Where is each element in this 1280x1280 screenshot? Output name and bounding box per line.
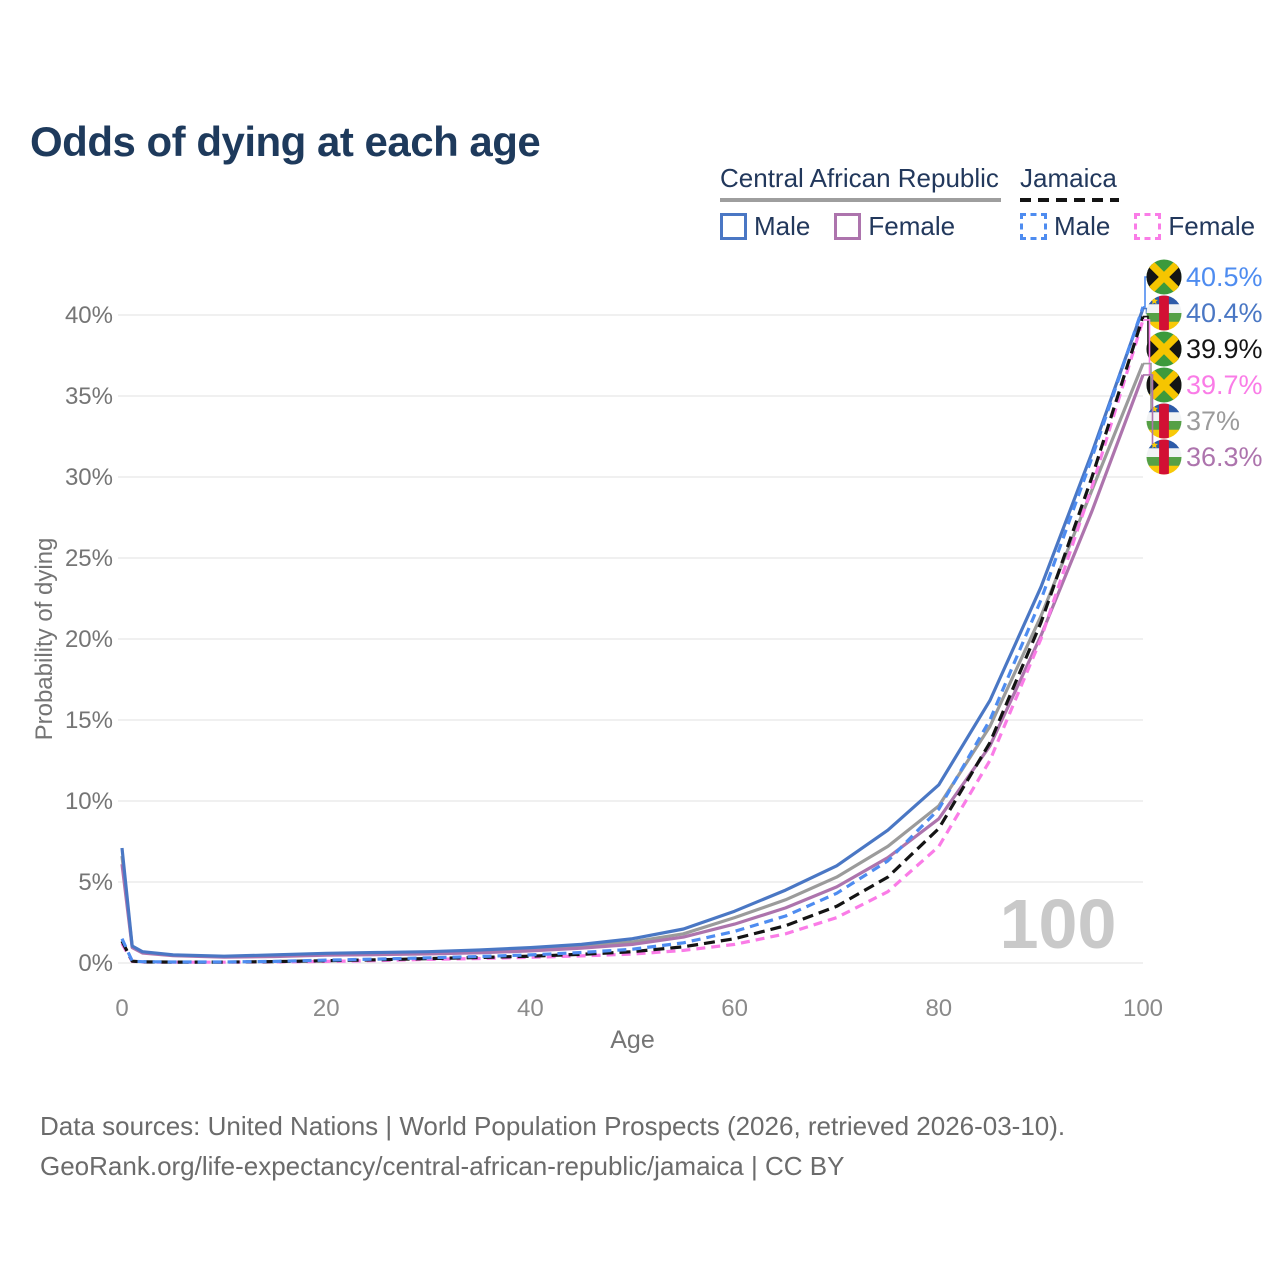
legend-item-label: Female: [868, 211, 956, 241]
y-tick-label: 30%: [65, 464, 113, 491]
end-label-row-jamaica-male: 40.5%: [1146, 259, 1263, 295]
y-tick-label: 10%: [65, 788, 113, 815]
y-tick-label: 35%: [65, 383, 113, 410]
x-tick-label: 40: [517, 995, 544, 1022]
car-male-swatch-icon: [720, 213, 747, 240]
legend-item-car-male[interactable]: Male: [720, 211, 810, 242]
end-label-row-central-african-republic-both: 37%: [1146, 403, 1240, 439]
footer-data-sources: Data sources: United Nations | World Pop…: [40, 1111, 1066, 1141]
legend-item-jamaica-male[interactable]: Male: [1020, 211, 1110, 242]
chart-watermark-age: 100: [1000, 885, 1117, 963]
x-tick-label: 60: [721, 995, 748, 1022]
y-tick-label: 15%: [65, 707, 113, 734]
car-female-swatch-icon: [834, 213, 862, 240]
x-tick-label: 0: [115, 995, 128, 1022]
series-line-central-african-republic-male: [120, 307, 1145, 958]
series-line-jamaica-female: [120, 319, 1145, 964]
end-label-row-jamaica-both: 39.9%: [1146, 331, 1263, 367]
end-label-value: 37%: [1186, 406, 1240, 436]
legend-item-car-female[interactable]: Female: [834, 211, 955, 242]
x-tick-label: 100: [1123, 995, 1163, 1022]
legend-group-title-jamaica: Jamaica: [1020, 163, 1117, 193]
end-label-value: 40.5%: [1186, 262, 1263, 292]
end-label-row-central-african-republic-female: 36.3%: [1146, 439, 1263, 475]
y-tick-label: 20%: [65, 626, 113, 653]
end-label-value: 40.4%: [1186, 298, 1263, 328]
end-label-row-central-african-republic-male: 40.4%: [1146, 295, 1263, 331]
legend-item-jamaica-female[interactable]: Female: [1134, 211, 1255, 242]
x-tick-label: 20: [313, 995, 340, 1022]
y-tick-label: 5%: [78, 869, 113, 896]
legend-item-label: Female: [1168, 211, 1256, 241]
legend-item-label: Male: [754, 211, 811, 241]
legend-underline-dashed: [1020, 198, 1119, 202]
series-line-jamaica-male: [120, 306, 1145, 964]
y-tick-label: 0%: [78, 950, 113, 977]
legend-item-label: Male: [1054, 211, 1111, 241]
page-title: Odds of dying at each age: [30, 118, 541, 166]
central-african-republic-flag-icon: [1146, 295, 1182, 331]
jamaica-female-swatch-icon: [1134, 213, 1162, 240]
series-line-central-african-republic-both: [120, 363, 1145, 959]
jamaica-flag-icon: [1146, 331, 1182, 367]
jamaica-male-swatch-icon: [1020, 213, 1047, 240]
jamaica-flag-icon: [1146, 259, 1182, 295]
legend-group-title-central-african-republic: Central African Republic: [720, 163, 999, 193]
end-label-value: 39.7%: [1186, 370, 1263, 400]
legend-underline-solid: [720, 198, 1001, 202]
end-label-value: 39.9%: [1186, 334, 1263, 364]
legend-group-central-african-republic: Central African Republic Male Female: [720, 163, 1001, 242]
legend-group-jamaica: Jamaica Male Female: [1020, 163, 1255, 242]
x-tick-label: 80: [925, 995, 952, 1022]
end-label-row-jamaica-female: 39.7%: [1146, 367, 1263, 403]
end-label-value: 36.3%: [1186, 442, 1263, 472]
y-tick-label: 40%: [65, 302, 113, 329]
footer: Data sources: United Nations | World Pop…: [40, 1106, 1065, 1186]
series-line-central-african-republic-female: [120, 374, 1145, 959]
y-tick-label: 25%: [65, 545, 113, 572]
footer-attribution[interactable]: GeoRank.org/life-expectancy/central-afri…: [40, 1151, 845, 1181]
x-axis-title: Age: [610, 1026, 654, 1054]
y-axis-title: Probability of dying: [31, 538, 58, 741]
central-african-republic-flag-icon: [1146, 439, 1182, 475]
